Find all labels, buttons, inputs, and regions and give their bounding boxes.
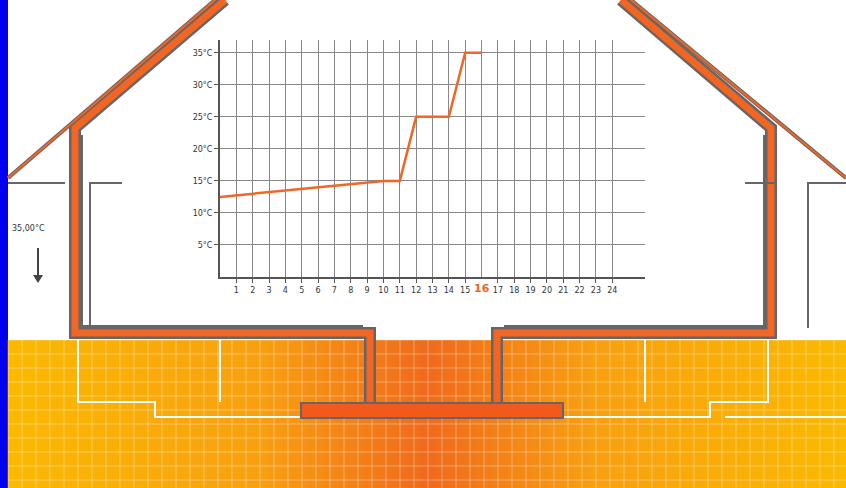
svg-text:22: 22 [575, 286, 585, 295]
svg-text:20: 20 [542, 286, 552, 295]
svg-text:6: 6 [316, 286, 321, 295]
svg-text:24: 24 [607, 286, 617, 295]
svg-text:10: 10 [378, 286, 388, 295]
svg-text:20°C: 20°C [193, 145, 213, 154]
svg-text:5°C: 5°C [198, 241, 213, 250]
svg-text:13: 13 [427, 286, 437, 295]
svg-text:21: 21 [558, 286, 568, 295]
svg-text:14: 14 [444, 286, 454, 295]
svg-text:23: 23 [591, 286, 601, 295]
svg-text:8: 8 [348, 286, 353, 295]
svg-text:4: 4 [283, 286, 288, 295]
svg-text:15°C: 15°C [193, 177, 213, 186]
svg-text:19: 19 [525, 286, 535, 295]
svg-text:5: 5 [299, 286, 304, 295]
svg-text:3: 3 [266, 286, 271, 295]
svg-text:25°C: 25°C [193, 113, 213, 122]
svg-text:9: 9 [365, 286, 370, 295]
svg-text:16: 16 [474, 282, 490, 295]
svg-text:10°C: 10°C [193, 209, 213, 218]
svg-text:18: 18 [509, 286, 519, 295]
html-text:35,00°C: 35,00°C [12, 224, 45, 233]
svg-text:2: 2 [250, 286, 255, 295]
svg-text:7: 7 [332, 286, 337, 295]
svg-text:1: 1 [234, 286, 239, 295]
svg-text:35°C: 35°C [193, 49, 213, 58]
svg-text:17: 17 [493, 286, 503, 295]
svg-text:15: 15 [460, 286, 470, 295]
svg-text:30°C: 30°C [193, 81, 213, 90]
svg-text:12: 12 [411, 286, 421, 295]
svg-text:11: 11 [395, 286, 405, 295]
